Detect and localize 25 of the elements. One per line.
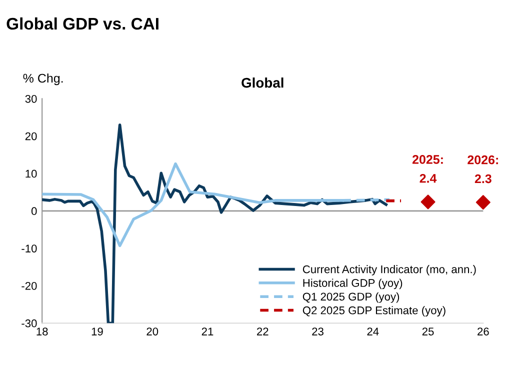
x-tick-label: 24 [367, 328, 379, 336]
legend-label: Q2 2025 GDP Estimate (yoy) [302, 306, 446, 316]
chart-subtitle: Global [242, 78, 284, 88]
x-tick-label: 23 [312, 328, 324, 336]
legend-label: Current Activity Indicator (mo, ann.) [302, 265, 476, 276]
chart-title: Global GDP vs. CAI [6, 17, 158, 30]
x-tick-label: 22 [257, 328, 268, 336]
annotation: 2026: 2.3 [468, 155, 498, 184]
y-tick-label: -30 [22, 319, 37, 328]
y-tick-label: 30 [25, 94, 37, 103]
legend-label: Q1 2025 GDP (yoy) [302, 292, 400, 303]
x-tick-label: 26 [478, 328, 489, 336]
y-tick-label: 10 [26, 170, 37, 178]
annotation: 2025: 2.4 [412, 155, 443, 183]
x-tick-label: 20 [146, 328, 158, 336]
x-tick-label: 21 [202, 328, 214, 336]
y-tick-label: 20 [25, 132, 37, 140]
y-tick-label: 0 [31, 207, 37, 216]
y-tick-label: -20 [22, 282, 37, 290]
y-tick-label: -10 [22, 244, 37, 252]
x-tick-label: 18 [36, 328, 48, 336]
y-axis-title: % Chg. [23, 73, 63, 86]
x-tick-label: 25 [422, 328, 434, 336]
legend-label: Historical GDP (yoy) [303, 278, 402, 290]
x-tick-label: 19 [92, 328, 103, 336]
